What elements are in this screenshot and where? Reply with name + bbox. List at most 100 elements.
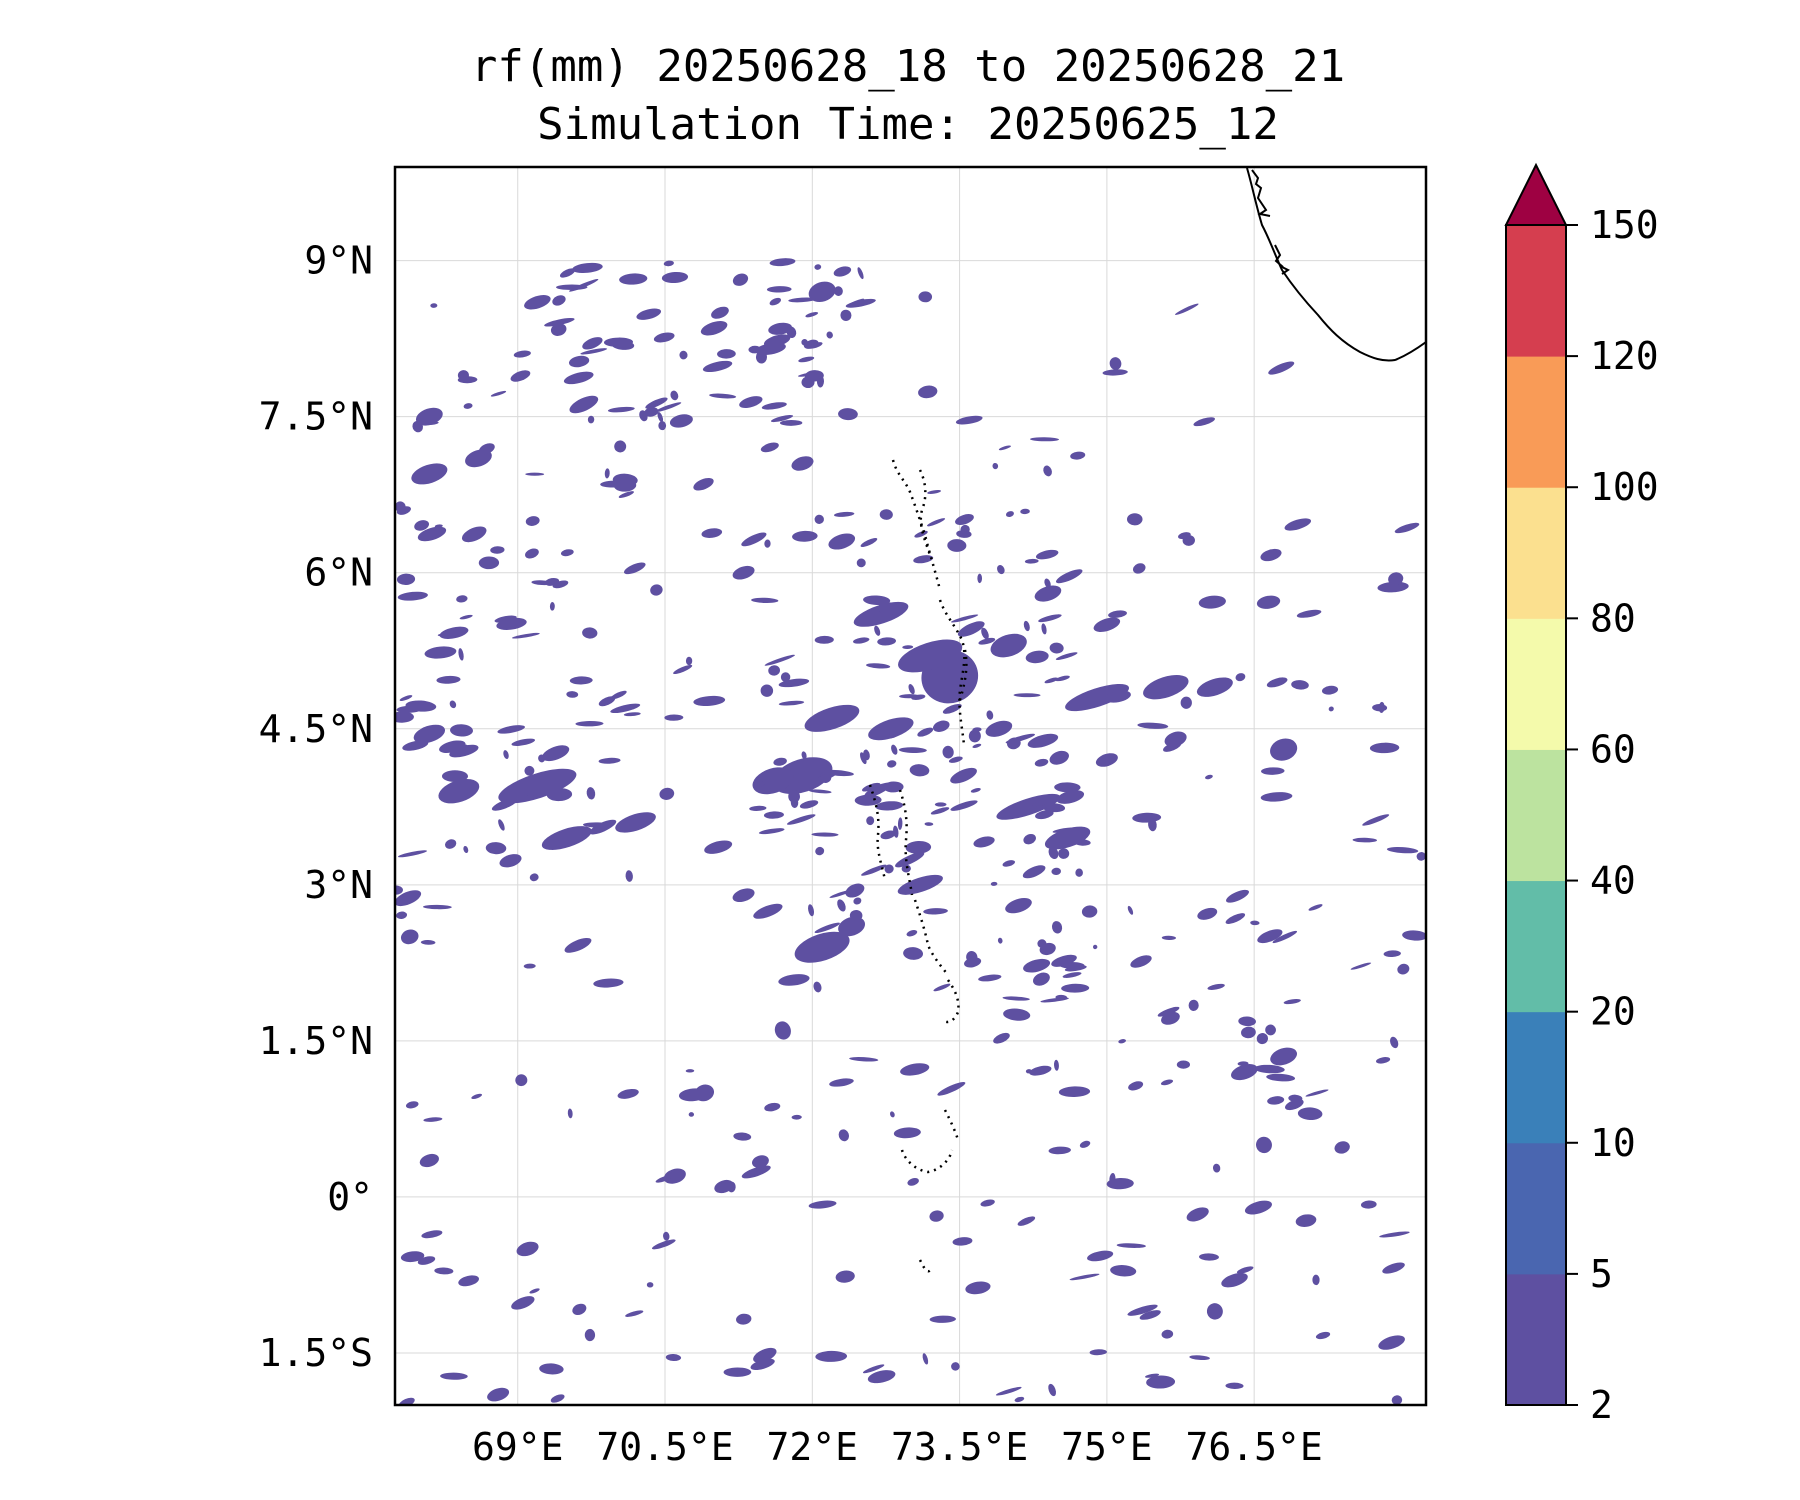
rain-speck xyxy=(1007,737,1021,750)
colorbar: 2 5 10 20 40 60 80 100 120 150 xyxy=(1504,162,1659,1427)
rain-speck xyxy=(1308,904,1323,911)
rain-speck xyxy=(929,1315,956,1323)
rain-speck xyxy=(854,794,882,806)
rain-speck xyxy=(1043,465,1052,477)
rain-speck xyxy=(805,311,819,318)
rain-speck xyxy=(1260,792,1293,802)
rain-speck xyxy=(779,419,803,426)
rain-speck xyxy=(1024,558,1039,564)
rain-speck xyxy=(814,514,824,524)
rain-speck xyxy=(663,260,674,267)
rain-speck xyxy=(1137,722,1169,729)
rain-speck xyxy=(966,951,978,964)
rain-speck xyxy=(1315,1331,1331,1340)
rain-cell xyxy=(808,281,836,303)
rain-speck xyxy=(424,646,457,659)
y-axis-labels: 9°N 7.5°N 6°N 4.5°N 3°N 1.5°N 0° 1.5°S xyxy=(259,239,373,1375)
rain-cell xyxy=(1034,585,1062,602)
rain-speck xyxy=(960,524,970,535)
rain-speck xyxy=(908,683,915,695)
rain-speck xyxy=(511,738,536,746)
rain-speck xyxy=(1058,848,1070,859)
rain-speck xyxy=(1256,1033,1269,1045)
rain-speck xyxy=(907,1177,919,1186)
rain-speck xyxy=(659,787,675,800)
rain-speck xyxy=(905,840,932,854)
rain-speck xyxy=(549,602,555,611)
rain-speck xyxy=(685,656,693,666)
colorbar-frame xyxy=(1505,224,1567,1406)
rain-speck xyxy=(400,1251,425,1263)
rain-speck xyxy=(430,303,438,308)
coastline-detail xyxy=(1251,169,1290,275)
rain-speck xyxy=(544,317,575,327)
rain-speck xyxy=(1014,1396,1025,1403)
rain-speck xyxy=(584,1328,596,1342)
rain-speck xyxy=(893,1127,921,1139)
rain-speck xyxy=(814,264,822,270)
rain-speck xyxy=(778,700,805,706)
rain-speck xyxy=(693,695,726,707)
rain-speck xyxy=(396,506,411,515)
rain-speck xyxy=(900,1063,930,1076)
rain-speck xyxy=(1369,742,1400,754)
rain-speck xyxy=(604,468,610,479)
rain-speck xyxy=(693,477,714,491)
rain-speck xyxy=(879,509,893,520)
rain-speck xyxy=(922,1353,929,1365)
rain-speck xyxy=(849,909,863,921)
rain-speck xyxy=(792,530,818,542)
rain-speck xyxy=(1163,741,1182,752)
rain-speck xyxy=(1272,930,1298,944)
rain-speck xyxy=(1073,839,1091,846)
rain-speck xyxy=(1023,620,1030,632)
rain-cell xyxy=(1044,826,1091,850)
rain-cell xyxy=(1196,677,1233,697)
rain-speck xyxy=(664,714,684,721)
rain-speck xyxy=(424,726,438,735)
rain-speck xyxy=(741,1165,771,1179)
rain-speck xyxy=(980,1199,995,1207)
rain-speck xyxy=(510,370,531,382)
rain-speck xyxy=(798,356,815,363)
rain-speck xyxy=(741,532,767,547)
y-tick-label: 1.5°N xyxy=(259,1019,373,1063)
rain-speck xyxy=(986,710,994,720)
map-frame xyxy=(393,165,1428,1407)
rain-speck xyxy=(798,372,820,377)
rain-cell xyxy=(1143,674,1189,700)
rain-speck xyxy=(655,402,682,412)
rain-speck xyxy=(1334,1141,1350,1154)
rain-speck xyxy=(863,595,891,606)
rain-speck xyxy=(1225,1382,1244,1389)
rain-speck xyxy=(513,350,531,358)
rain-speck xyxy=(717,349,736,359)
rain-speck xyxy=(569,676,593,685)
rain-speck xyxy=(981,627,989,640)
colorbar-tick-label: 150 xyxy=(1590,203,1659,247)
rain-speck xyxy=(1109,357,1122,370)
rain-speck xyxy=(758,828,785,835)
rain-speck xyxy=(1402,930,1426,941)
rain-speck xyxy=(1132,812,1162,823)
rain-speck xyxy=(995,1386,1022,1396)
rain-speck xyxy=(1051,921,1063,934)
rain-speck xyxy=(951,1362,960,1371)
rain-speck xyxy=(760,684,774,697)
rain-speck xyxy=(651,1239,676,1250)
rain-speck xyxy=(957,621,985,637)
rain-speck xyxy=(1051,954,1077,967)
colorbar-segment xyxy=(1506,225,1566,357)
rain-speck xyxy=(768,322,793,335)
rain-speck xyxy=(1089,1349,1107,1356)
rain-speck xyxy=(901,864,911,873)
rain-speck xyxy=(840,309,852,321)
rain-speck xyxy=(791,1114,802,1120)
rain-speck xyxy=(866,816,875,826)
maldives-atolls xyxy=(868,459,968,1273)
rain-speck xyxy=(750,1358,775,1370)
rain-speck xyxy=(773,757,787,766)
rain-speck xyxy=(1295,1214,1317,1227)
rain-speck xyxy=(1383,950,1401,958)
rain-speck xyxy=(1048,1383,1056,1397)
